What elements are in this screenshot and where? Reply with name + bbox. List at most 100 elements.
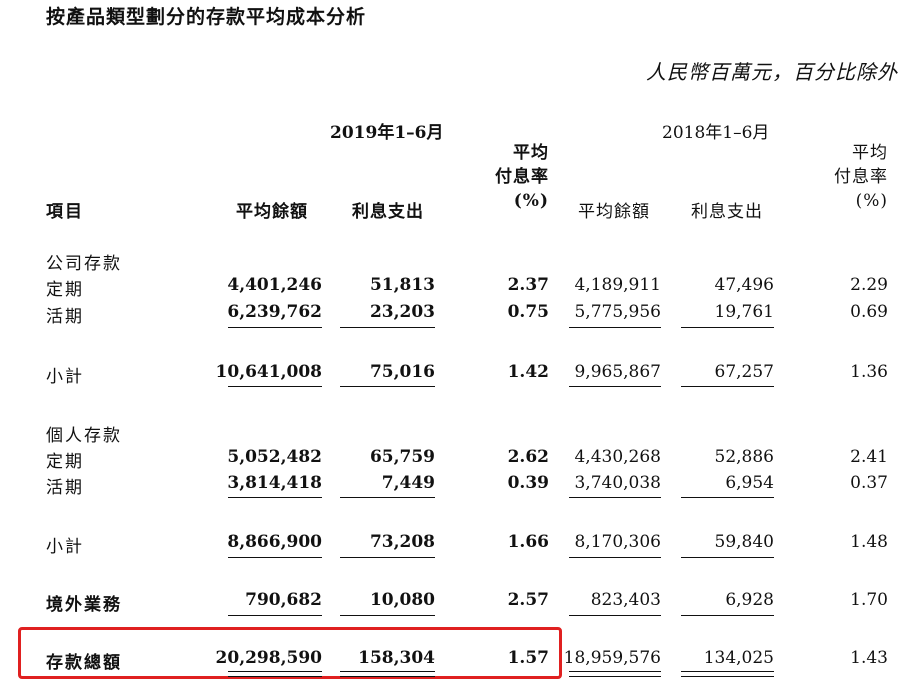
corporate-time-prior-interest: 47,496 (714, 275, 774, 295)
overseas-prior-rate: 1.70 (850, 590, 888, 610)
period-prior: 2018年1–6月 (662, 123, 770, 143)
header-current-avg-balance: 平均餘額 (236, 202, 308, 222)
double-underline-total-prior-interest (681, 671, 774, 677)
underline-overseas-prior-interest (681, 615, 774, 616)
overseas-current-interest: 10,080 (369, 590, 435, 610)
personal-time-prior-balance: 4,430,268 (574, 447, 661, 467)
total-prior-interest: 134,025 (703, 648, 774, 668)
row-label-personal-time: 定期 (46, 452, 84, 472)
personal-subtotal-prior-interest: 59,840 (714, 532, 774, 552)
underline-corporate-current-balance (228, 327, 322, 328)
overseas-prior-interest: 6,928 (725, 590, 774, 610)
personal-subtotal-current-interest: 73,208 (369, 532, 435, 552)
personal-time-prior-interest: 52,886 (714, 447, 774, 467)
personal-demand-current-rate: 0.39 (507, 473, 549, 493)
corporate-subtotal-prior-balance: 9,965,867 (574, 362, 661, 382)
personal-demand-current-interest: 7,449 (381, 473, 435, 493)
personal-demand-current-balance: 3,814,418 (227, 473, 322, 493)
underline-corporate-current-interest (340, 327, 435, 328)
corporate-demand-current-interest: 23,203 (369, 302, 435, 322)
personal-subtotal-current-balance: 8,866,900 (227, 532, 322, 552)
personal-demand-prior-balance: 3,740,038 (574, 473, 661, 493)
rate-header-line3: (%) (855, 191, 888, 211)
header-prior-rate: 平均 付息率 (%) (834, 141, 888, 213)
section-label-personal: 個人存款 (46, 426, 122, 446)
underline-personal-subtotal-prior-interest (681, 557, 774, 558)
underline-corporate-subtotal-current-interest (340, 386, 435, 387)
rate-header-line2: 付息率 (495, 167, 549, 187)
underline-personal-current-balance (228, 497, 322, 498)
personal-time-current-rate: 2.62 (507, 447, 549, 467)
row-label-personal-subtotal: 小計 (46, 537, 84, 557)
row-label-overseas: 境外業務 (46, 595, 122, 615)
double-underline-total-current-interest (340, 671, 435, 677)
personal-time-current-balance: 5,052,482 (227, 447, 322, 467)
personal-time-current-interest: 65,759 (369, 447, 435, 467)
double-underline-total-current-balance (228, 671, 322, 677)
personal-demand-prior-interest: 6,954 (725, 473, 774, 493)
unit-note: 人民幣百萬元，百分比除外 (646, 60, 898, 84)
personal-demand-prior-rate: 0.37 (850, 473, 888, 493)
corporate-demand-prior-rate: 0.69 (850, 302, 888, 322)
section-label-corporate: 公司存款 (46, 254, 122, 274)
rate-header-line3: (%) (513, 191, 549, 211)
header-current-rate: 平均 付息率 (%) (495, 141, 549, 213)
total-prior-rate: 1.43 (850, 648, 888, 668)
corporate-time-current-balance: 4,401,246 (227, 275, 322, 295)
corporate-demand-prior-balance: 5,775,956 (574, 302, 661, 322)
underline-personal-subtotal-current-balance (228, 557, 322, 558)
total-prior-balance: 18,959,576 (563, 648, 661, 668)
overseas-current-balance: 790,682 (245, 590, 322, 610)
header-item: 項目 (46, 202, 84, 222)
double-underline-total-prior-balance (569, 671, 661, 677)
corporate-time-current-rate: 2.37 (507, 275, 549, 295)
rate-header-line1: 平均 (852, 143, 888, 163)
header-current-interest: 利息支出 (352, 202, 424, 222)
underline-corporate-subtotal-current-balance (228, 386, 322, 387)
row-label-personal-demand: 活期 (46, 478, 84, 498)
row-label-corporate-demand: 活期 (46, 307, 84, 327)
underline-overseas-prior-balance (569, 615, 661, 616)
row-label-corporate-time: 定期 (46, 280, 84, 300)
period-current: 2019年1–6月 (330, 123, 444, 143)
corporate-demand-prior-interest: 19,761 (714, 302, 774, 322)
document-title: 按產品類型劃分的存款平均成本分析 (46, 6, 367, 28)
corporate-subtotal-current-balance: 10,641,008 (215, 362, 322, 382)
overseas-prior-balance: 823,403 (590, 590, 661, 610)
corporate-time-prior-rate: 2.29 (850, 275, 888, 295)
total-current-balance: 20,298,590 (215, 648, 322, 668)
corporate-subtotal-current-rate: 1.42 (507, 362, 549, 382)
underline-corporate-subtotal-prior-interest (681, 386, 774, 387)
personal-subtotal-prior-rate: 1.48 (850, 532, 888, 552)
corporate-demand-current-rate: 0.75 (507, 302, 549, 322)
corporate-demand-current-balance: 6,239,762 (227, 302, 322, 322)
header-prior-avg-balance: 平均餘額 (578, 202, 650, 222)
total-current-interest: 158,304 (358, 648, 435, 668)
corporate-subtotal-prior-interest: 67,257 (714, 362, 774, 382)
corporate-subtotal-current-interest: 75,016 (369, 362, 435, 382)
underline-personal-subtotal-current-interest (340, 557, 435, 558)
rate-header-line1: 平均 (513, 143, 549, 163)
underline-overseas-current-balance (228, 615, 322, 616)
underline-corporate-prior-interest (681, 327, 774, 328)
row-label-total: 存款總額 (46, 653, 122, 673)
underline-personal-prior-interest (681, 497, 774, 498)
corporate-time-prior-balance: 4,189,911 (574, 275, 661, 295)
corporate-subtotal-prior-rate: 1.36 (850, 362, 888, 382)
underline-personal-current-interest (340, 497, 435, 498)
underline-personal-prior-balance (569, 497, 661, 498)
personal-subtotal-current-rate: 1.66 (507, 532, 549, 552)
underline-corporate-prior-balance (569, 327, 661, 328)
header-prior-interest: 利息支出 (691, 202, 763, 222)
underline-overseas-current-interest (340, 615, 435, 616)
overseas-current-rate: 2.57 (507, 590, 549, 610)
personal-time-prior-rate: 2.41 (850, 447, 888, 467)
corporate-time-current-interest: 51,813 (369, 275, 435, 295)
total-row-highlight-box (18, 627, 562, 679)
total-current-rate: 1.57 (507, 648, 549, 668)
row-label-corporate-subtotal: 小計 (46, 367, 84, 387)
underline-corporate-subtotal-prior-balance (569, 386, 661, 387)
underline-personal-subtotal-prior-balance (569, 557, 661, 558)
rate-header-line2: 付息率 (834, 167, 888, 187)
personal-subtotal-prior-balance: 8,170,306 (574, 532, 661, 552)
